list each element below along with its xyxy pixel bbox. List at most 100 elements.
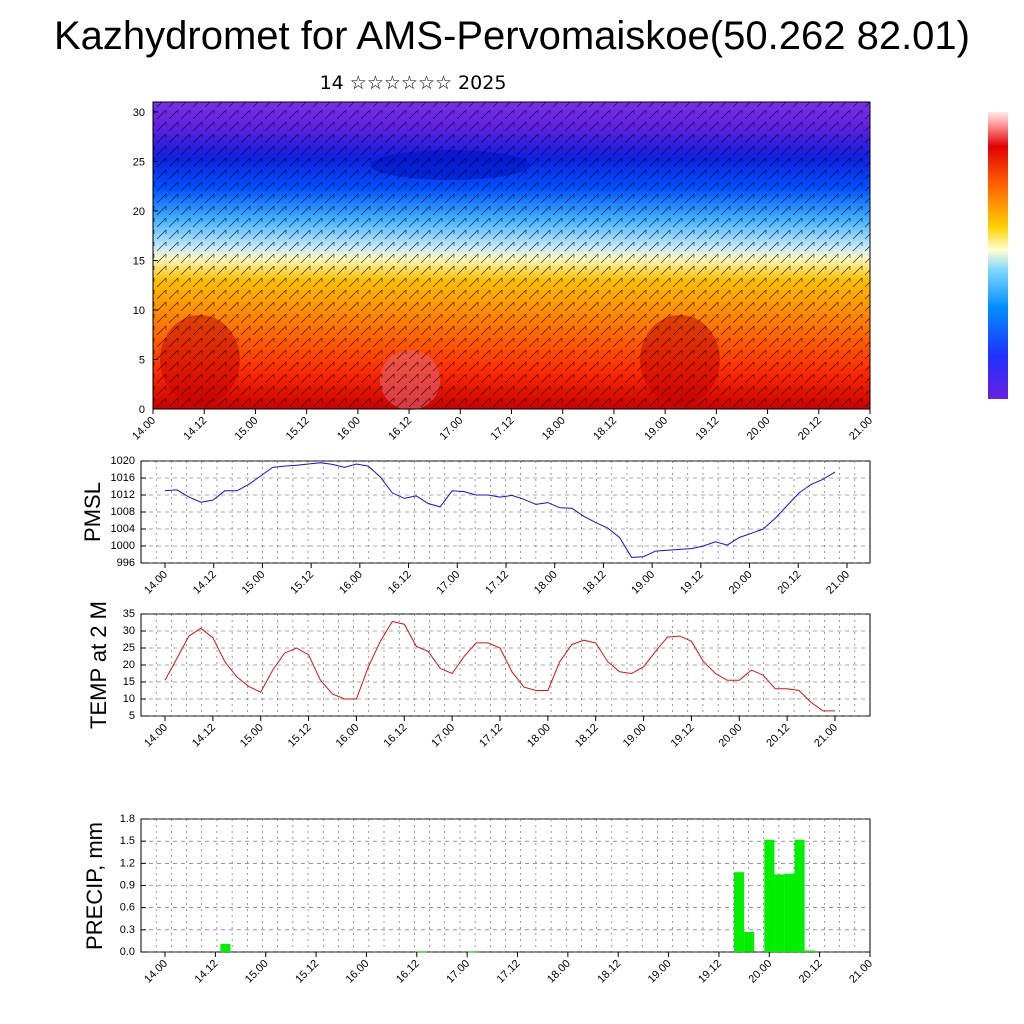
precip-y-tick-label: 0.0 bbox=[120, 946, 135, 958]
temp-x-tick-label: 17.12 bbox=[477, 722, 505, 750]
cs-x-tick-label: 20.00 bbox=[745, 415, 773, 443]
precip-bar bbox=[784, 873, 795, 952]
temp-x-tick-label: 19.00 bbox=[621, 722, 649, 750]
precip-x-tick-label: 19.12 bbox=[696, 958, 724, 986]
cs-x-tick-label: 15.12 bbox=[284, 415, 312, 443]
cs-y-tick-label: 5 bbox=[139, 354, 145, 366]
cs-y-tick-label: 25 bbox=[133, 156, 145, 168]
precip-y-tick-label: 0.6 bbox=[120, 902, 135, 914]
cs-x-tick-label: 18.00 bbox=[540, 415, 568, 443]
temp-x-tick-label: 19.12 bbox=[669, 722, 697, 750]
precip-x-tick-label: 17.00 bbox=[444, 958, 472, 986]
pmsl-x-tick-label: 19.12 bbox=[678, 569, 706, 597]
cs-x-tick-label: 18.12 bbox=[591, 415, 619, 443]
temp-x-tick-label: 14.00 bbox=[142, 722, 170, 750]
temp-y-tick-label: 20 bbox=[123, 659, 135, 671]
cross-section-y-axis: 0 5 10 15 20 25 30 bbox=[133, 107, 158, 416]
cs-x-tick-label: 15.00 bbox=[233, 415, 261, 443]
temp-y-tick-label: 5 bbox=[129, 710, 135, 722]
precip-bar bbox=[764, 839, 775, 952]
temp-x-tick-label: 18.12 bbox=[573, 722, 601, 750]
temp-x-tick-label: 16.12 bbox=[381, 722, 409, 750]
temp-y-tick-label: 35 bbox=[123, 608, 135, 620]
temp-series-line bbox=[164, 620, 835, 712]
precip-bar bbox=[804, 950, 815, 952]
chart-title: Kazhydromet for AMS-Pervomaiskoe(50.262 … bbox=[54, 14, 970, 58]
precip-x-tick-label: 15.00 bbox=[243, 958, 271, 986]
cs-x-tick-label: 14.00 bbox=[130, 415, 158, 443]
cross-section-x-axis: 14.00 14.12 15.00 15.12 16.00 16.12 17.00 17.12… bbox=[130, 409, 875, 443]
precip-x-tick-label: 18.00 bbox=[545, 958, 573, 986]
precip-x-tick-label: 20.12 bbox=[797, 958, 825, 986]
temp-y-axis: 5 10 15 20 25 30 35 bbox=[123, 608, 146, 722]
precip-x-tick-label: 14.00 bbox=[142, 958, 170, 986]
cs-y-tick-label: 0 bbox=[139, 404, 145, 416]
temp-x-tick-label: 14.12 bbox=[190, 722, 218, 750]
temp-y-tick-label: 25 bbox=[123, 642, 135, 654]
precip-y-tick-label: 0.3 bbox=[120, 924, 135, 936]
temp-x-tick-label: 21.00 bbox=[812, 722, 840, 750]
precip-y-tick-label: 1.8 bbox=[120, 813, 135, 825]
cross-section-panel: 0 5 10 15 20 25 30 14.00 14.12 15.00 15.12 16.00 16… bbox=[130, 101, 875, 443]
precip-x-tick-label: 19.00 bbox=[646, 958, 674, 986]
temp-y-tick-label: 15 bbox=[123, 676, 135, 688]
pmsl-y-tick-label: 1016 bbox=[111, 472, 135, 484]
pmsl-x-tick-label: 20.12 bbox=[775, 569, 803, 597]
pmsl-x-tick-label: 21.00 bbox=[824, 569, 852, 597]
precip-y-tick-label: 1.5 bbox=[120, 835, 135, 847]
precip-x-tick-label: 16.12 bbox=[394, 958, 422, 986]
precip-y-axis: 0.0 0.3 0.6 0.9 1.2 1.5 1.8 bbox=[120, 813, 146, 958]
precip-x-tick-label: 21.00 bbox=[847, 958, 875, 986]
precip-bar bbox=[794, 839, 805, 952]
cs-x-tick-label: 19.12 bbox=[694, 415, 722, 443]
temp-x-axis: 14.00 14.12 15.00 15.12 16.00 16.12 17.00 17.12… bbox=[142, 716, 840, 750]
precip-bar bbox=[416, 951, 427, 953]
pmsl-x-tick-label: 14.12 bbox=[191, 569, 219, 597]
precip-bar bbox=[734, 872, 745, 952]
pmsl-grid bbox=[141, 460, 870, 564]
cs-x-tick-label: 16.12 bbox=[386, 415, 414, 443]
cs-x-tick-label: 20.12 bbox=[796, 415, 824, 443]
temp-x-tick-label: 18.00 bbox=[525, 722, 553, 750]
precip-x-tick-label: 16.00 bbox=[344, 958, 372, 986]
precip-bar bbox=[744, 932, 755, 952]
cs-y-tick-label: 30 bbox=[133, 107, 145, 119]
precip-bar bbox=[220, 943, 231, 952]
precip-x-tick-label: 18.12 bbox=[595, 958, 623, 986]
precip-y-tick-label: 0.9 bbox=[120, 880, 135, 892]
cs-x-tick-label: 17.00 bbox=[437, 415, 465, 443]
pmsl-y-tick-label: 1012 bbox=[111, 489, 135, 501]
precip-y-tick-label: 1.2 bbox=[120, 857, 135, 869]
temp-axis-label: TEMP at 2 M bbox=[86, 601, 111, 729]
cs-x-tick-label: 16.00 bbox=[335, 415, 363, 443]
cs-x-tick-label: 21.00 bbox=[847, 415, 875, 443]
temp-x-tick-label: 15.12 bbox=[286, 722, 314, 750]
temp-x-tick-label: 20.00 bbox=[716, 722, 744, 750]
pmsl-y-tick-label: 1004 bbox=[111, 523, 135, 535]
pmsl-x-tick-label: 20.00 bbox=[727, 569, 755, 597]
precip-bar bbox=[774, 874, 785, 952]
pmsl-x-tick-label: 15.12 bbox=[288, 569, 316, 597]
precip-x-tick-label: 17.12 bbox=[495, 958, 523, 986]
precip-x-tick-label: 20.00 bbox=[746, 958, 774, 986]
wind-barbs-overlay bbox=[153, 102, 870, 409]
cs-x-tick-label: 17.12 bbox=[489, 415, 517, 443]
pmsl-x-tick-label: 17.12 bbox=[483, 569, 511, 597]
pmsl-axis-label: PMSL bbox=[80, 482, 105, 542]
cs-y-tick-label: 10 bbox=[133, 305, 145, 317]
temp-x-tick-label: 20.12 bbox=[764, 722, 792, 750]
pmsl-x-tick-label: 17.00 bbox=[434, 569, 462, 597]
temp-x-tick-label: 15.00 bbox=[238, 722, 266, 750]
pmsl-y-axis: 996 1000 1004 1008 1012 1016 1020 bbox=[111, 455, 146, 569]
precip-x-tick-label: 14.12 bbox=[193, 958, 221, 986]
chart-subtitle: 14 ☆☆☆☆☆☆ 2025 bbox=[319, 72, 507, 94]
pmsl-x-tick-label: 18.12 bbox=[581, 569, 609, 597]
cs-x-tick-label: 14.12 bbox=[181, 415, 209, 443]
precip-bar bbox=[467, 951, 478, 953]
pmsl-x-tick-label: 19.00 bbox=[629, 569, 657, 597]
pmsl-y-tick-label: 996 bbox=[117, 557, 135, 569]
precip-x-tick-label: 15.12 bbox=[293, 958, 321, 986]
temp-x-tick-label: 16.00 bbox=[334, 722, 362, 750]
precip-grid bbox=[141, 818, 870, 953]
